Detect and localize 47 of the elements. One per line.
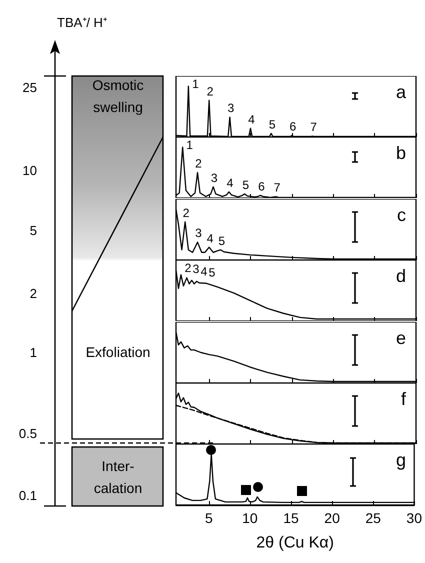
text: Inter-calation — [94, 457, 142, 498]
x-axis-title: 2θ (Cu Kα) — [256, 534, 334, 552]
annotation: 1 — [186, 138, 194, 152]
annotation: 5 — [242, 178, 250, 192]
text: 10 — [22, 162, 37, 178]
x-tick-label: 10 — [242, 510, 258, 526]
x-tick-label: 5 — [204, 510, 213, 526]
text: 2 — [30, 286, 37, 300]
annotation: 1 — [192, 77, 200, 91]
text: Osmotic swelling — [91, 76, 145, 117]
x-tick-label: 30 — [406, 510, 422, 526]
x-tick-label: 25 — [365, 510, 382, 526]
annotation: 2 — [182, 206, 190, 220]
text: Exfoliation — [86, 343, 150, 362]
annotation: 4 — [200, 264, 208, 279]
chart-title: a — [396, 82, 407, 102]
x-tick-label: 20 — [324, 510, 340, 526]
text: 5 — [30, 222, 37, 238]
annotation: 3 — [227, 101, 234, 116]
annotation: 5 — [218, 234, 226, 248]
annotation: 4 — [226, 176, 234, 190]
text: 1 — [30, 344, 37, 360]
annotation: 3 — [210, 171, 218, 186]
annotation: 3 — [192, 262, 200, 276]
text: TBA⁺/ H⁺ — [57, 14, 107, 30]
text: 0.1 — [18, 488, 37, 502]
annotation: 3 — [195, 226, 202, 240]
chart-title: g — [396, 450, 406, 470]
x-tick-label: 15 — [283, 510, 299, 526]
annotation: 7 — [310, 120, 318, 134]
annotation: 7 — [274, 181, 281, 196]
text: 25 — [22, 80, 37, 94]
annotation: 6 — [258, 180, 266, 194]
annotation: 5 — [208, 266, 216, 280]
annotation: 5 — [268, 117, 276, 132]
chart-title: c — [397, 204, 406, 225]
chart-title: b — [396, 143, 406, 164]
annotation: 2 — [195, 156, 202, 171]
annotation: 4 — [248, 112, 256, 126]
chart-title: f — [401, 389, 407, 409]
annotation: 6 — [290, 119, 297, 134]
text: 0.5 — [18, 426, 37, 440]
chart-title: e — [396, 328, 406, 348]
annotation: 4 — [206, 231, 214, 246]
annotation: 2 — [206, 84, 214, 98]
annotation: 2 — [184, 261, 192, 276]
chart-title: d — [396, 266, 406, 286]
